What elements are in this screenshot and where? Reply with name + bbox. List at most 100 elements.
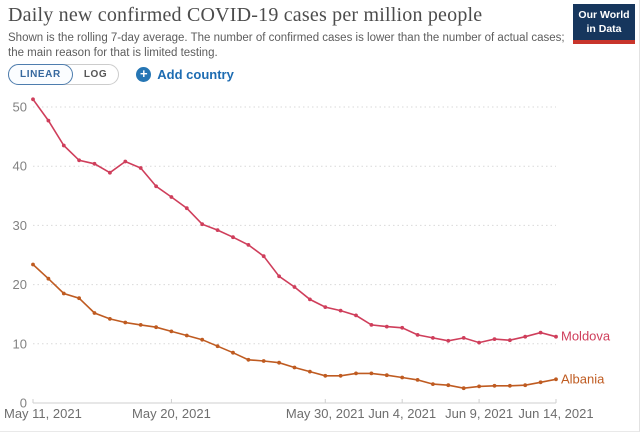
- data-point: [231, 235, 235, 240]
- data-point: [415, 378, 420, 382]
- x-axis-tick-label: Jun 14, 2021: [518, 406, 593, 421]
- data-point: [308, 297, 312, 302]
- data-point: [92, 311, 97, 315]
- y-axis-tick-label: 0: [20, 396, 27, 411]
- data-point: [46, 118, 51, 123]
- data-point: [523, 383, 528, 388]
- data-point: [215, 228, 220, 233]
- chart-subtitle: Shown is the rolling 7-day average. The …: [8, 31, 565, 60]
- data-point: [384, 324, 389, 329]
- add-country-button[interactable]: + Add country: [136, 67, 234, 82]
- data-point: [400, 375, 405, 380]
- data-point: [323, 373, 328, 378]
- data-point: [123, 159, 128, 164]
- y-axis-tick-label: 30: [13, 218, 27, 233]
- data-point: [31, 97, 35, 102]
- owid-logo[interactable]: Our World in Data: [573, 4, 635, 45]
- data-point: [369, 371, 374, 376]
- data-point: [554, 334, 558, 339]
- data-point: [477, 340, 481, 345]
- data-point: [77, 296, 81, 301]
- data-point: [477, 384, 481, 389]
- data-point: [277, 360, 281, 365]
- page-title: Daily new confirmed COVID-19 cases per m…: [8, 4, 483, 26]
- data-point: [400, 325, 405, 330]
- data-point: [138, 323, 143, 327]
- data-point: [77, 158, 81, 163]
- data-point: [323, 305, 328, 309]
- data-point: [354, 313, 358, 318]
- data-point: [31, 262, 35, 267]
- owid-logo-line2: in Data: [586, 22, 622, 35]
- data-point: [523, 334, 528, 339]
- series-label-albania[interactable]: Albania: [561, 371, 605, 386]
- data-point: [554, 377, 558, 382]
- y-axis-tick-label: 10: [13, 336, 27, 351]
- data-point: [369, 323, 374, 327]
- owid-logo-line1: Our World: [578, 9, 630, 21]
- x-axis-tick-label: May 20, 2021: [132, 406, 211, 421]
- data-point: [184, 206, 189, 211]
- data-point: [169, 195, 174, 199]
- data-point: [292, 365, 297, 370]
- moldova-line[interactable]: [32, 98, 557, 344]
- data-point: [508, 383, 512, 388]
- data-point: [92, 161, 97, 166]
- data-point: [46, 276, 51, 281]
- data-point: [292, 285, 297, 289]
- data-point: [246, 243, 251, 247]
- data-point: [261, 359, 266, 363]
- scale-toggle-group: LINEAR LOG: [8, 64, 120, 85]
- linear-scale-button[interactable]: LINEAR: [8, 64, 73, 85]
- data-point: [338, 373, 343, 378]
- data-point: [354, 371, 358, 376]
- y-axis-tick-label: 50: [13, 100, 27, 115]
- data-point: [431, 382, 435, 386]
- y-axis-tick-label: 40: [13, 159, 27, 174]
- data-point: [261, 254, 266, 259]
- data-point: [431, 336, 435, 340]
- albania-line[interactable]: [32, 263, 557, 390]
- data-point: [446, 338, 451, 343]
- data-point: [108, 170, 112, 175]
- data-point: [215, 344, 220, 349]
- data-point: [338, 308, 343, 313]
- subtitle-line-2: the main reason for that is limited test…: [8, 46, 218, 59]
- x-axis-tick-label: Jun 4, 2021: [368, 406, 436, 421]
- data-point: [154, 184, 159, 189]
- data-point: [308, 369, 312, 374]
- chart-controls: LINEAR LOG + Add country: [8, 64, 234, 85]
- data-point: [246, 357, 251, 362]
- data-point: [415, 333, 420, 337]
- data-point: [461, 336, 466, 340]
- data-point: [61, 291, 66, 296]
- data-point: [138, 166, 143, 170]
- subtitle-line-1: Shown is the rolling 7-day average. The …: [8, 32, 565, 44]
- data-point: [200, 222, 205, 227]
- data-point: [538, 330, 543, 335]
- data-point: [492, 337, 497, 341]
- data-point: [154, 325, 159, 330]
- x-axis-tick-label: Jun 9, 2021: [445, 406, 513, 421]
- data-point: [169, 329, 174, 334]
- x-axis-tick-label: May 11, 2021: [4, 406, 82, 421]
- data-point: [123, 320, 128, 325]
- add-country-label: Add country: [157, 67, 234, 82]
- data-point: [184, 333, 189, 338]
- x-axis-tick-label: May 30, 2021: [286, 406, 365, 421]
- data-point: [492, 383, 497, 388]
- data-point: [61, 143, 66, 148]
- data-point: [384, 373, 389, 378]
- plus-icon: +: [136, 67, 152, 82]
- data-point: [461, 386, 466, 391]
- data-point: [231, 350, 235, 355]
- data-point: [200, 337, 205, 342]
- data-point: [538, 380, 543, 385]
- data-point: [277, 274, 281, 279]
- data-point: [508, 338, 512, 343]
- series-label-moldova[interactable]: Moldova: [561, 329, 611, 344]
- log-scale-button[interactable]: LOG: [73, 64, 118, 85]
- data-point: [446, 383, 451, 388]
